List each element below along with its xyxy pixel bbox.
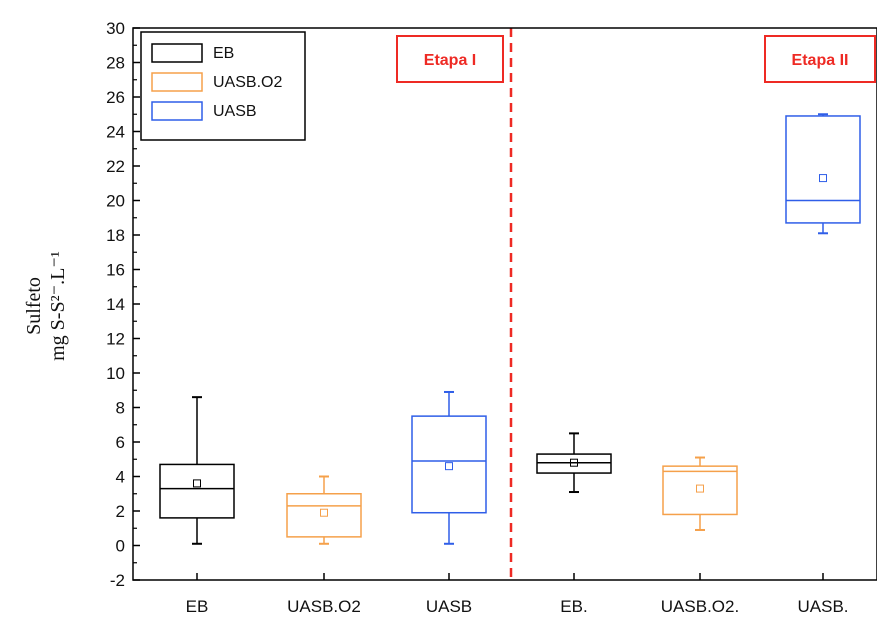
y-tick-label: 24 (106, 123, 125, 142)
box-iqr (159, 463, 235, 519)
legend-label-eb: EB (213, 45, 234, 62)
stage-label-2: Etapa II (792, 52, 849, 69)
y-tick-label: 4 (116, 468, 125, 487)
y-tick-label: 22 (106, 157, 125, 176)
box-mean-marker (320, 508, 328, 517)
stage-label-box-1 (396, 35, 504, 83)
y-tick-label: -2 (110, 571, 125, 590)
y-tick-label: 2 (116, 502, 125, 521)
legend: EB UASB.O2 UASB (140, 31, 306, 141)
stage-label-box-2 (764, 35, 876, 83)
box-iqr (411, 415, 487, 514)
legend-swatch-uasb (151, 101, 203, 121)
y-tick-label: 6 (116, 433, 125, 452)
box-6: UASB. (785, 113, 861, 616)
box-3: UASB (411, 390, 487, 616)
box-mean-marker (696, 484, 704, 493)
box-mean-marker (570, 458, 578, 467)
x-category-label: EB (186, 597, 209, 616)
box-mean-marker (445, 462, 453, 471)
y-axis-label-line2: mg S-S²⁻.L⁻¹ (47, 251, 69, 361)
legend-label-uasb: UASB (213, 103, 257, 120)
legend-frame (140, 31, 306, 141)
legend-swatch-uasb-o2 (151, 72, 203, 92)
y-tick-label: 18 (106, 226, 125, 245)
y-axis-label-line1: Sulfeto (23, 277, 45, 335)
box-1: EB (159, 396, 235, 616)
x-category-label: UASB. (797, 597, 848, 616)
y-tick-label: 28 (106, 54, 125, 73)
stage-label-1: Etapa I (424, 52, 476, 69)
y-tick-label: 30 (106, 19, 125, 38)
box-iqr (536, 453, 612, 474)
y-tick-label: 12 (106, 330, 125, 349)
x-category-label: UASB.O2. (661, 597, 739, 616)
box-2: UASB.O2 (286, 475, 362, 616)
box-iqr (785, 115, 861, 224)
x-category-label: UASB (426, 597, 472, 616)
y-tick-label: 26 (106, 88, 125, 107)
y-tick-label: 16 (106, 261, 125, 280)
plot-frame (132, 27, 877, 581)
box-mean-marker (193, 479, 201, 488)
box-series: EB UASB.O2 UASB EB. UASB.O2. UASB. (159, 113, 861, 616)
box-iqr (286, 493, 362, 538)
box-mean-marker (819, 174, 827, 183)
y-tick-label: 10 (106, 364, 125, 383)
legend-swatch-eb (151, 43, 203, 63)
x-category-label: EB. (560, 597, 587, 616)
legend-label-uasb-o2: UASB.O2 (213, 74, 282, 91)
y-tick-label: 8 (116, 399, 125, 418)
box-iqr (662, 465, 738, 516)
y-tick-label: 0 (116, 537, 125, 556)
box-4: EB. (536, 432, 612, 616)
y-tick-label: 20 (106, 192, 125, 211)
x-category-label: UASB.O2 (287, 597, 361, 616)
y-tick-label: 14 (106, 295, 125, 314)
box-5: UASB.O2. (661, 456, 739, 616)
